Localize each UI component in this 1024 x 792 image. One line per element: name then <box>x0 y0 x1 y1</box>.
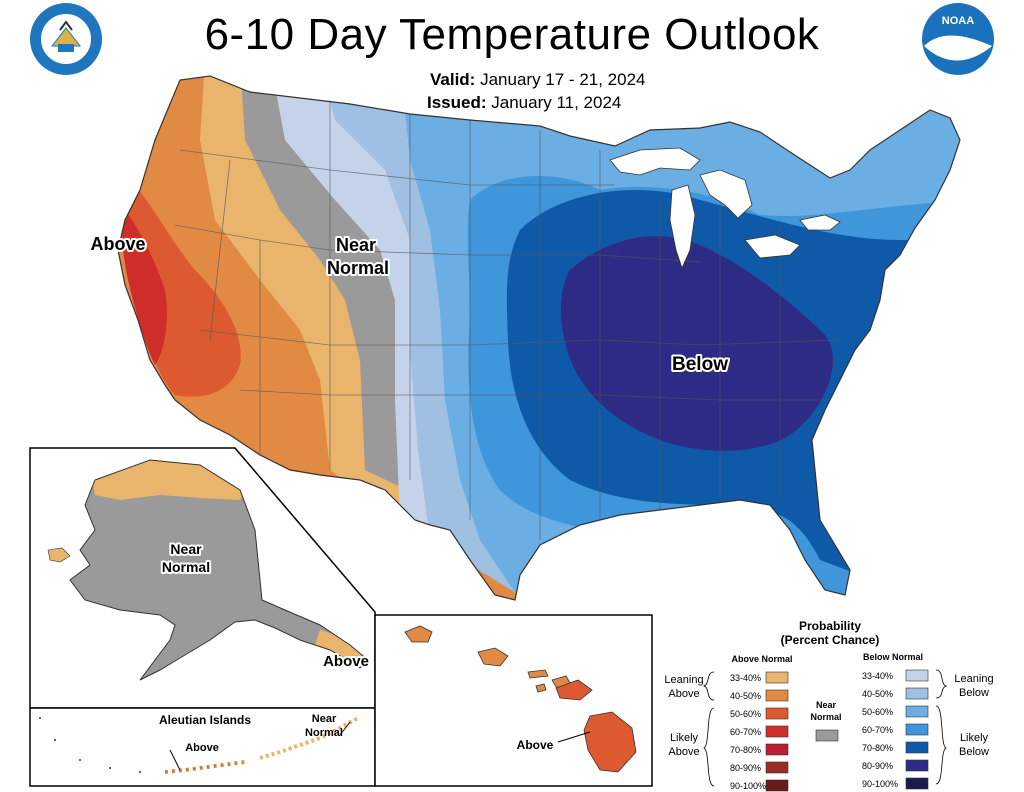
above-swatch <box>765 689 789 702</box>
below-range-label: 60-70% <box>862 725 893 735</box>
issued-value: January 11, 2024 <box>491 93 622 112</box>
legend-likely-below-2: Below <box>959 746 989 758</box>
aleutian-islands-map <box>39 716 359 774</box>
label-alaska-near-1: Near <box>170 541 202 557</box>
above-range-label: 70-80% <box>730 745 761 755</box>
above-range-label: 33-40% <box>730 673 761 683</box>
legend-near-swatch <box>815 729 839 742</box>
below-swatch <box>905 687 929 700</box>
legend-likely-above-1: Likely <box>670 732 699 744</box>
commerce-seal-logo <box>30 3 102 75</box>
legend-brace-likely-above <box>703 707 715 787</box>
conus-outline <box>117 75 961 601</box>
above-swatch <box>765 761 789 774</box>
label-conus-near-1: Near <box>336 235 376 255</box>
below-range-label: 33-40% <box>862 671 893 681</box>
noaa-logo: NOAA <box>922 3 994 75</box>
valid-label: Valid: <box>430 70 476 89</box>
legend-near-1: Near <box>816 700 837 710</box>
legend-below-scale: 33-40% 40-50% 50-60% 60-70% 70-80% 80-90% 90-1… <box>862 669 929 790</box>
below-swatch <box>905 705 929 718</box>
label-conus-above: Above <box>90 234 145 254</box>
noaa-logo-text: NOAA <box>942 15 974 27</box>
above-range-label: 40-50% <box>730 691 761 701</box>
legend-leaning-above-1: Leaning <box>664 674 703 686</box>
legend-leaning-above-2: Above <box>668 688 699 700</box>
legend-title-2: (Percent Chance) <box>781 633 880 647</box>
label-conus-near-2: Normal <box>327 258 389 278</box>
legend-above-scale: 33-40% 40-50% 50-60% 60-70% 70-80% 80-90% 90-1… <box>730 671 789 792</box>
legend-likely-above-2: Above <box>668 746 699 758</box>
legend-leaning-below-1: Leaning <box>954 673 993 685</box>
legend-below-header: Below Normal <box>863 652 923 662</box>
above-swatch <box>765 725 789 738</box>
below-range-label: 80-90% <box>862 761 893 771</box>
alaska-island <box>47 547 71 563</box>
issued-label: Issued: <box>427 93 487 112</box>
hawaii-islands <box>404 625 637 773</box>
legend-above-header: Above Normal <box>731 654 792 664</box>
below-swatch <box>905 669 929 682</box>
above-range-label: 90-100% <box>730 781 766 791</box>
valid-dates: Valid: January 17 - 21, 2024 <box>430 70 646 90</box>
label-aleutian-title: Aleutian Islands <box>159 713 251 727</box>
legend-leaning-below-2: Below <box>959 687 989 699</box>
alaska-outline <box>69 459 369 681</box>
label-aleutian-above: Above <box>185 742 219 754</box>
above-range-label: 60-70% <box>730 727 761 737</box>
legend-brace-leaning-below <box>935 669 948 699</box>
label-conus-below: Below <box>672 354 728 375</box>
below-swatch <box>905 741 929 754</box>
aleutian-inset-frame <box>29 707 376 787</box>
issued-date: Issued: January 11, 2024 <box>427 93 621 113</box>
below-swatch <box>905 777 929 790</box>
label-aleutian-near-2: Normal <box>305 727 343 739</box>
valid-value: January 17 - 21, 2024 <box>480 70 646 89</box>
above-swatch <box>765 743 789 756</box>
label-alaska-above: Above <box>323 653 369 670</box>
above-swatch <box>765 671 789 684</box>
below-range-label: 40-50% <box>862 689 893 699</box>
above-swatch <box>765 707 789 720</box>
page-title: 6-10 Day Temperature Outlook <box>204 10 820 59</box>
above-range-label: 50-60% <box>730 709 761 719</box>
legend-likely-below-1: Likely <box>960 732 989 744</box>
below-range-label: 50-60% <box>862 707 893 717</box>
great-lakes <box>609 147 841 270</box>
below-swatch <box>905 723 929 736</box>
below-range-label: 90-100% <box>862 779 898 789</box>
below-range-label: 70-80% <box>862 743 893 753</box>
label-hawaii-above: Above <box>517 738 554 752</box>
legend-title-1: Probability <box>799 619 861 633</box>
below-swatch <box>905 759 929 772</box>
label-alaska-near-2: Normal <box>162 559 210 575</box>
above-range-label: 80-90% <box>730 763 761 773</box>
legend-brace-likely-below <box>935 705 947 785</box>
label-aleutian-near-1: Near <box>312 713 337 725</box>
legend: Probability (Percent Chance) Above Norma… <box>664 619 994 792</box>
legend-brace-leaning-above <box>702 671 715 701</box>
above-swatch <box>765 779 789 792</box>
legend-near-2: Normal <box>810 712 841 722</box>
